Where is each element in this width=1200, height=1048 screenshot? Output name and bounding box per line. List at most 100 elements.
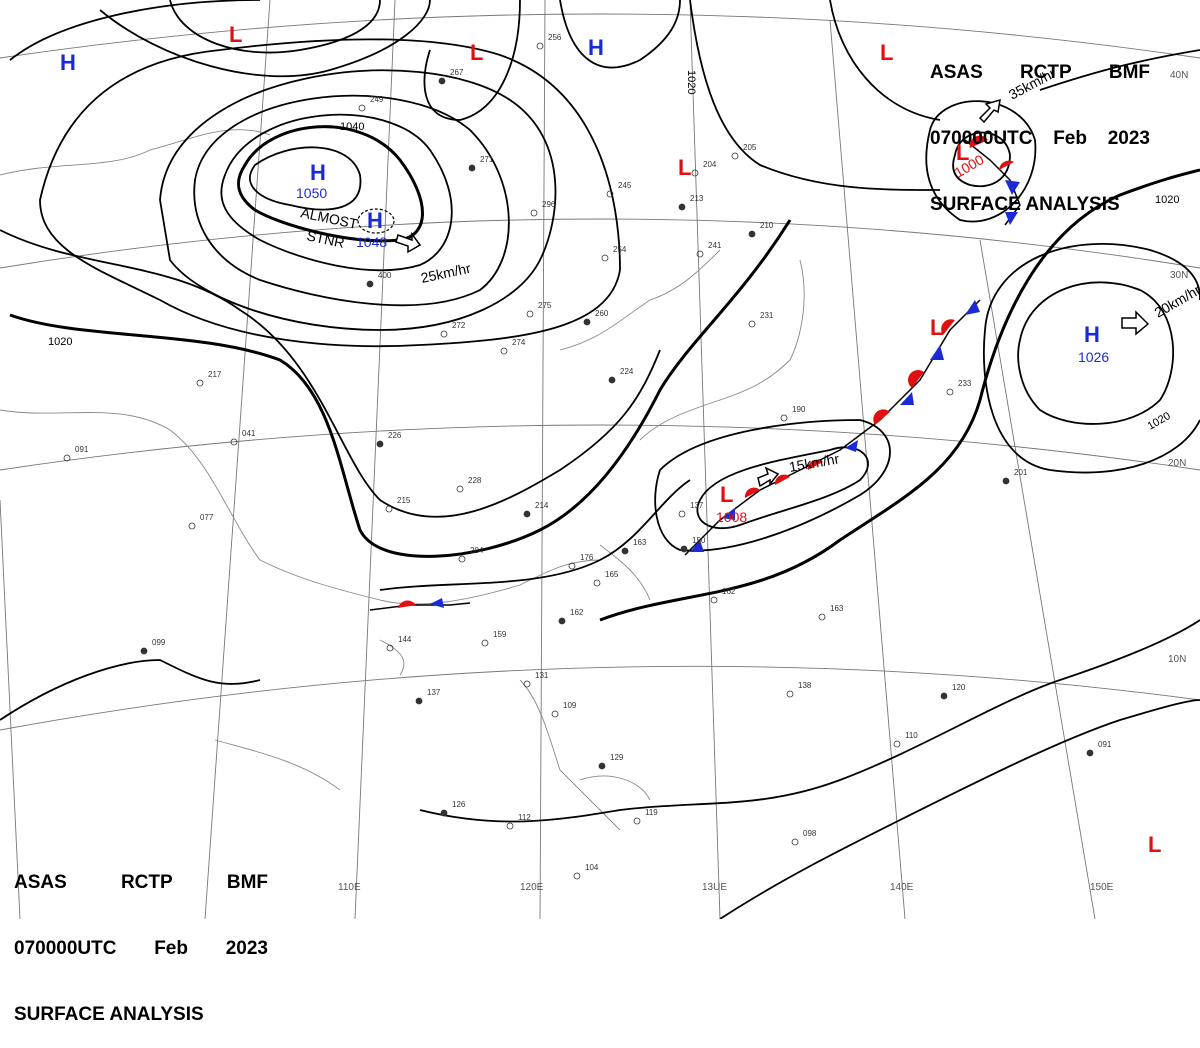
station-marker [679,204,685,210]
station-marker [367,281,373,287]
station-marker [559,618,565,624]
station-pressure-value: 137 [427,688,441,697]
header-line-1: ASAS RCTP BMF [14,872,268,894]
low-center: L [1148,832,1161,857]
station-marker [141,648,147,654]
station-pressure-value: 217 [208,370,222,379]
station-pressure-value: 201 [1014,468,1028,477]
latitude-label: 10N [1168,654,1186,665]
station-pressure-value: 190 [792,405,806,414]
isobar-label: 1020 [685,70,697,94]
header-line-2: 070000UTC Feb 2023 [930,128,1150,150]
high-center: H [1084,322,1100,347]
station-pressure-value: 256 [548,33,562,42]
station-pressure-value: 144 [398,635,412,644]
station-pressure-value: 109 [563,701,577,710]
station-pressure-value: 274 [512,338,526,347]
station-pressure-value: 224 [620,367,634,376]
station-pressure-value: 162 [570,608,584,617]
station-pressure-value: 126 [452,800,466,809]
header-time: 070000UTC [14,938,116,960]
station-pressure-value: 231 [760,311,774,320]
station-pressure-value: 245 [618,181,632,190]
station-pressure-value: 400 [378,271,392,280]
header-title: SURFACE ANALYSIS [930,194,1150,216]
header-product-code: ASAS [930,62,983,84]
station-pressure-value: 254 [613,245,627,254]
low-center: L [720,482,733,507]
header-bottom-left: ASAS RCTP BMF 070000UTC Feb 2023 SURFACE… [14,828,268,1048]
station-pressure-value: 165 [605,570,619,579]
station-marker [609,377,615,383]
station-pressure-value: 077 [200,513,214,522]
high-pressure-value: 1026 [1078,349,1109,365]
station-marker [681,546,687,552]
station-pressure-value: 162 [722,587,736,596]
station-pressure-value: 163 [633,538,647,547]
high-center: H [310,160,326,185]
station-pressure-value: 213 [690,194,704,203]
station-marker [524,511,530,517]
station-pressure-value: 296 [542,200,556,209]
station-pressure-value: 131 [535,671,549,680]
station-pressure-value: 098 [803,829,817,838]
header-center-code: RCTP [121,872,173,894]
station-pressure-value: 150 [692,536,706,545]
station-pressure-value: 176 [580,553,594,562]
low-center: L [880,40,893,65]
high-pressure-value: 1048 [356,234,387,250]
station-marker [1087,750,1093,756]
header-issuer-code: BMF [227,872,268,894]
isobar-label: 1020 [48,336,72,348]
station-marker [441,810,447,816]
station-marker [599,763,605,769]
header-product-code: ASAS [14,872,67,894]
station-pressure-value: 163 [830,604,844,613]
station-pressure-value: 249 [370,95,384,104]
station-pressure-value: 041 [242,429,256,438]
station-marker [377,441,383,447]
header-year: 2023 [226,938,268,960]
station-pressure-value: 267 [450,68,464,77]
station-marker [1003,478,1009,484]
station-marker [416,698,422,704]
low-pressure-value: 1008 [716,509,747,525]
station-marker [469,165,475,171]
latitude-label: 20N [1168,458,1186,469]
station-pressure-value: 271 [480,155,494,164]
station-marker [584,319,590,325]
high-center: H [60,50,76,75]
low-center: L [229,22,242,47]
header-line-1: ASAS RCTP BMF [930,62,1150,84]
station-pressure-value: 091 [1098,740,1112,749]
low-center: L [470,40,483,65]
station-pressure-value: 228 [468,476,482,485]
station-pressure-value: 110 [905,731,918,740]
station-marker [439,78,445,84]
station-pressure-value: 099 [152,638,166,647]
station-marker [622,548,628,554]
station-pressure-value: 214 [535,501,549,510]
longitude-label: 120E [520,882,544,893]
station-pressure-value: 241 [708,241,722,250]
station-pressure-value: 215 [397,496,411,505]
station-pressure-value: 119 [645,808,658,817]
station-pressure-value: 129 [610,753,624,762]
station-pressure-value: 104 [585,863,599,872]
station-marker [749,231,755,237]
station-pressure-value: 204 [703,160,717,169]
high-center: H [367,208,383,233]
station-pressure-value: 210 [760,221,774,230]
header-title: SURFACE ANALYSIS [14,1004,268,1026]
longitude-label: 140E [890,882,914,893]
header-month: Feb [1053,128,1087,150]
isobar-label: 1040 [340,121,364,133]
latitude-label: 40N [1170,70,1188,81]
station-marker [941,693,947,699]
header-center-code: RCTP [1020,62,1072,84]
header-issuer-code: BMF [1109,62,1150,84]
station-pressure-value: 137 [690,501,704,510]
station-pressure-value: 205 [743,143,757,152]
station-pressure-value: 275 [538,301,552,310]
low-center: L [678,155,691,180]
